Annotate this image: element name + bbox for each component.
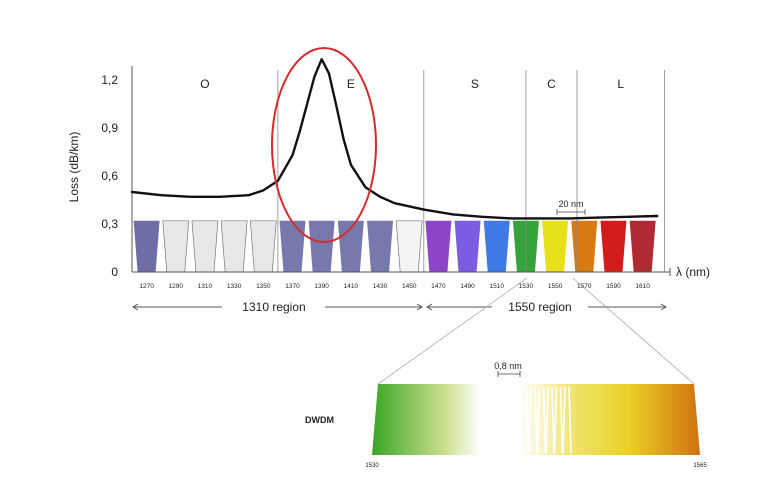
zoom-line-left (377, 277, 528, 385)
y-tick-label: 1,2 (101, 73, 118, 87)
band-label: E (347, 77, 355, 91)
dwdm-start-label: 1530 (365, 463, 379, 469)
band-label: O (200, 77, 209, 91)
channel-band (279, 220, 306, 272)
channel-band (367, 220, 394, 272)
wavelength-tick-label: 1490 (460, 283, 475, 290)
dwdm-channel-line (542, 386, 547, 454)
dwdm-channel-line (519, 386, 524, 454)
dwdm-channel-line (491, 386, 496, 454)
band-label: S (471, 77, 479, 91)
wavelength-tick-label: 1450 (402, 283, 417, 290)
channel-band (220, 220, 248, 273)
wavelength-tick-label: 1570 (577, 283, 592, 290)
dwdm-end-label: 1565 (693, 463, 707, 469)
y-axis-label: Loss (dB/km) (67, 132, 81, 203)
wavelength-tick-label: 1610 (635, 283, 650, 290)
wavelength-tick-label: 1510 (490, 283, 505, 290)
region-1310-arrowhead-left (132, 303, 139, 311)
wavelength-tick-label: 1310 (198, 283, 213, 290)
dwdm-spacing-label: 0,8 nm (494, 361, 522, 371)
dwdm-channel-line (494, 386, 498, 454)
dwdm-channel-line (483, 386, 487, 454)
x-axis-label: λ (nm) (676, 265, 710, 279)
dwdm-channel-line (545, 386, 549, 454)
dwdm-channel-line (568, 386, 572, 454)
channel-band (425, 220, 452, 272)
channel-band (162, 220, 190, 273)
y-tick-label: 0,3 (101, 217, 118, 231)
dwdm-channel-line (551, 386, 555, 454)
region-1310-arrowhead-right (416, 303, 423, 311)
loss-curve-line (130, 58, 659, 220)
channel-band (454, 220, 481, 272)
dwdm-channel-line (511, 386, 515, 454)
highlight-ellipse (271, 47, 377, 243)
channel-band (600, 220, 627, 272)
band-label: L (617, 77, 624, 91)
y-tick-label: 0,6 (101, 169, 118, 183)
wavelength-tick-label: 1590 (606, 283, 621, 290)
channel-band (542, 220, 569, 272)
region-1310-arrow: 1310 region (132, 300, 423, 314)
cwdm-spacing-label: 20 nm (558, 199, 583, 209)
dwdm-channel-line (502, 386, 507, 454)
channel-band (249, 220, 277, 273)
channel-band (133, 220, 160, 272)
channel-band (308, 220, 335, 272)
region-1310-label: 1310 region (242, 300, 305, 314)
y-tick-label: 0,9 (101, 121, 118, 135)
wavelength-tick-label: 1530 (519, 283, 534, 290)
dwdm-channel-line (508, 386, 513, 454)
wavelength-tick-label: 1370 (285, 283, 300, 290)
dwdm-channel-line (562, 386, 566, 454)
dwdm-label: DWDM (305, 415, 334, 425)
wavelength-tick-label: 1330 (227, 283, 242, 290)
wavelength-tick-label: 1270 (139, 283, 154, 290)
channel-band (571, 220, 598, 272)
y-tick-label: 0 (111, 265, 118, 279)
wavelength-tick-label: 1390 (314, 283, 329, 290)
band-label: C (547, 77, 556, 91)
region-1550-arrow: 1550 region (426, 300, 667, 314)
channel-band (483, 220, 510, 272)
channel-band (395, 220, 423, 273)
wavelength-tick-label: 1350 (256, 283, 271, 290)
dwdm-channel-line (525, 386, 530, 454)
wavelength-tick-label: 1430 (373, 283, 388, 290)
channel-band (191, 220, 219, 273)
wavelength-tick-label: 1550 (548, 283, 563, 290)
wavelength-tick-label: 1470 (431, 283, 446, 290)
dwdm-channel-line (559, 386, 564, 454)
cwdm-spacing-annotation: 20 nm (556, 199, 586, 215)
dwdm-channel-line (477, 386, 481, 454)
dwdm-channel-line (553, 386, 558, 454)
channel-band (629, 220, 656, 272)
dwdm-channel-line (500, 386, 504, 454)
region-1550-arrowhead-left (426, 303, 433, 311)
dwdm-channel-line (517, 386, 521, 454)
dwdm-panel: DWDM 1530 1565 0,8 nm (305, 361, 707, 469)
dwdm-channel-line (534, 386, 538, 454)
dwdm-channel-line (528, 386, 532, 454)
region-1550-label: 1550 region (508, 300, 571, 314)
dwdm-channel-line (485, 386, 490, 454)
wavelength-tick-label: 1290 (169, 283, 184, 290)
region-1550-arrowhead-right (660, 303, 667, 311)
zoom-line-right (572, 277, 695, 385)
wavelength-tick-label: 1410 (344, 283, 359, 290)
dwdm-channel-line (536, 386, 541, 454)
